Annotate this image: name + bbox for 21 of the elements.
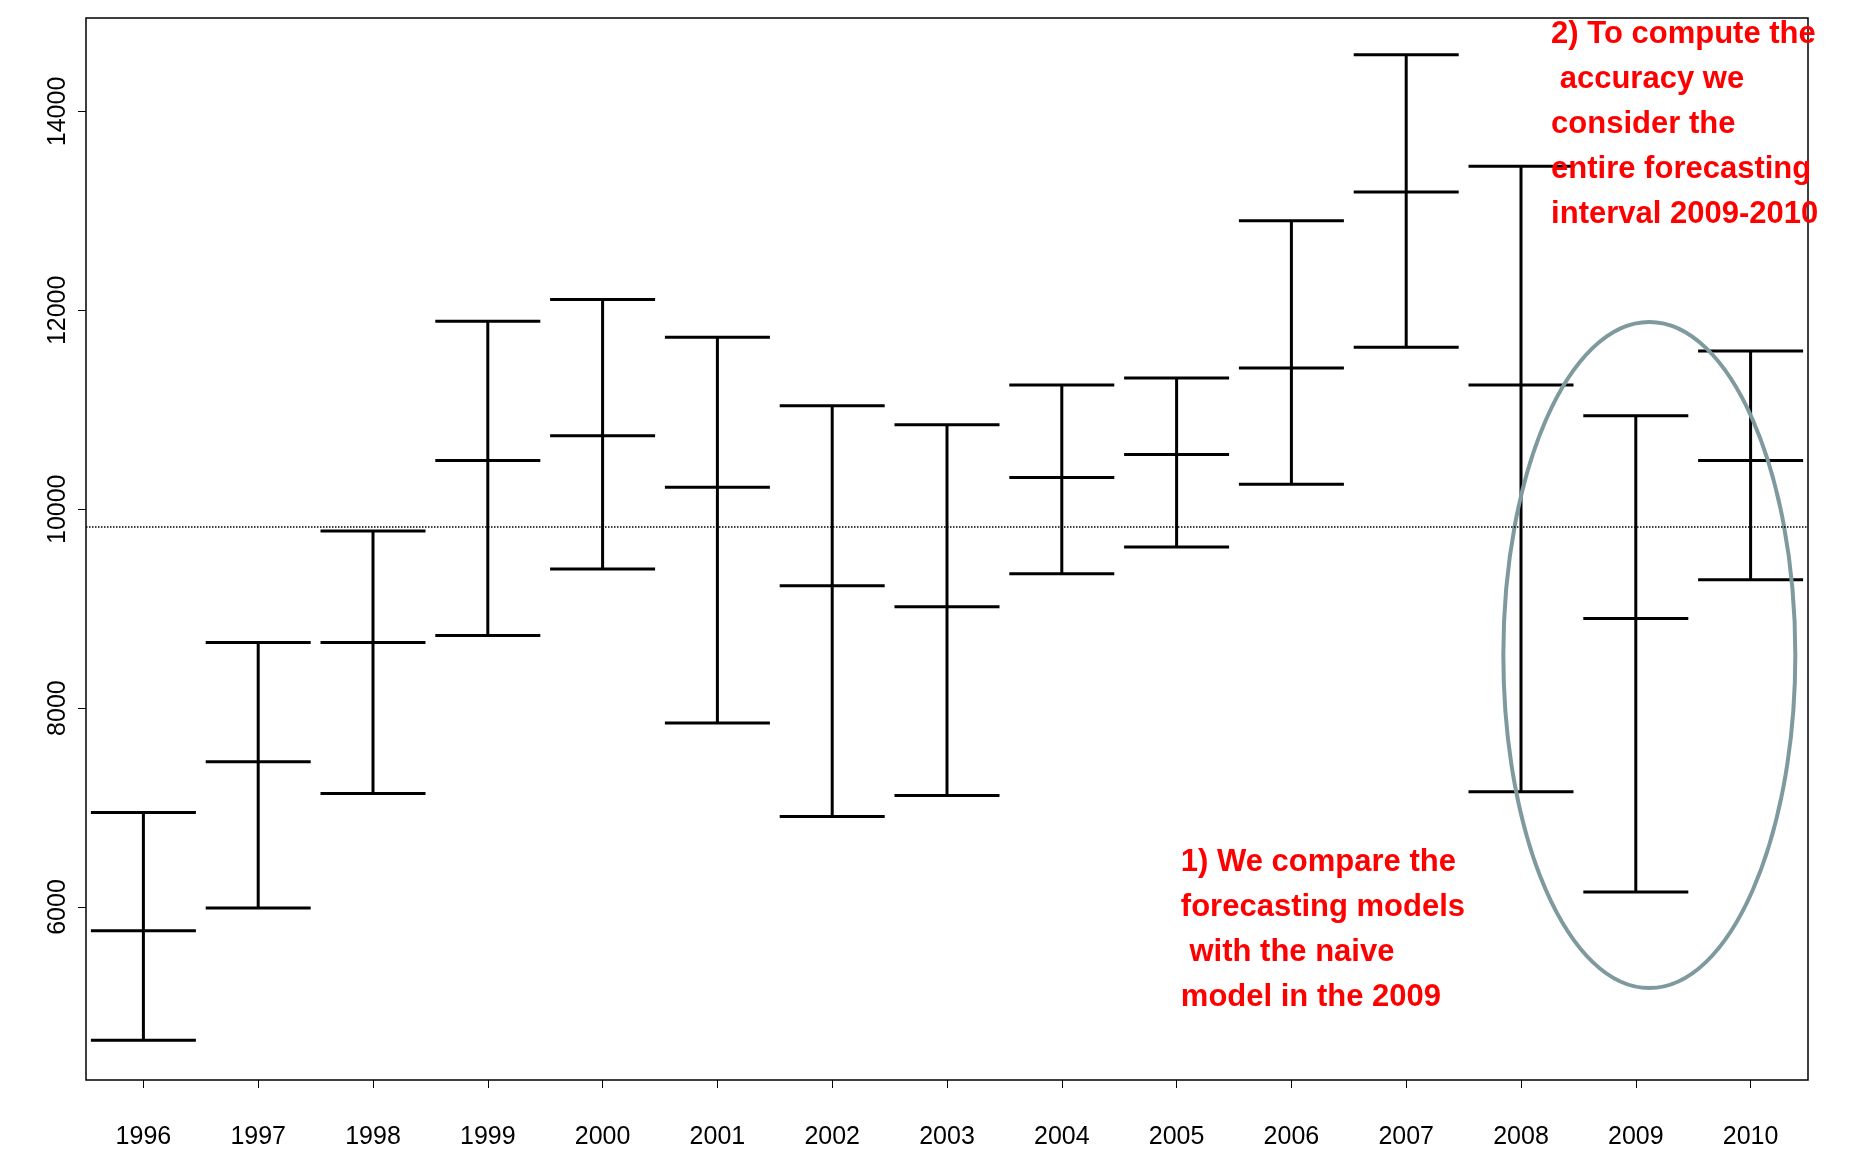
x-tick-label: 2009 [1607,1120,1664,1149]
x-tick-label: 1998 [345,1120,401,1149]
x-tick-label: 2003 [919,1120,975,1149]
x-tick-label: 2008 [1493,1120,1549,1149]
y-tick-label: 12000 [41,275,70,346]
x-tick-label: 1997 [230,1120,287,1149]
y-tick-label: 14000 [41,76,70,147]
x-tick-label: 2006 [1263,1120,1320,1149]
x-tick-label: 2005 [1148,1120,1205,1149]
x-tick-label: 1999 [459,1120,516,1149]
x-tick-label: 2004 [1033,1120,1090,1149]
x-tick-label: 2000 [574,1120,631,1149]
annotation: 1) We compare the forecasting models with the naive model in the 2009 [1180,843,1466,1013]
y-tick-label: 8000 [41,680,70,736]
x-tick-label: 2002 [804,1120,861,1149]
x-tick-label: 2010 [1722,1120,1779,1149]
x-tick-label: 1996 [115,1120,172,1149]
x-tick-label: 2001 [689,1120,746,1149]
y-tick-label: 6000 [41,879,70,935]
y-tick-label: 10000 [41,474,70,544]
x-tick-label: 2007 [1378,1120,1435,1149]
